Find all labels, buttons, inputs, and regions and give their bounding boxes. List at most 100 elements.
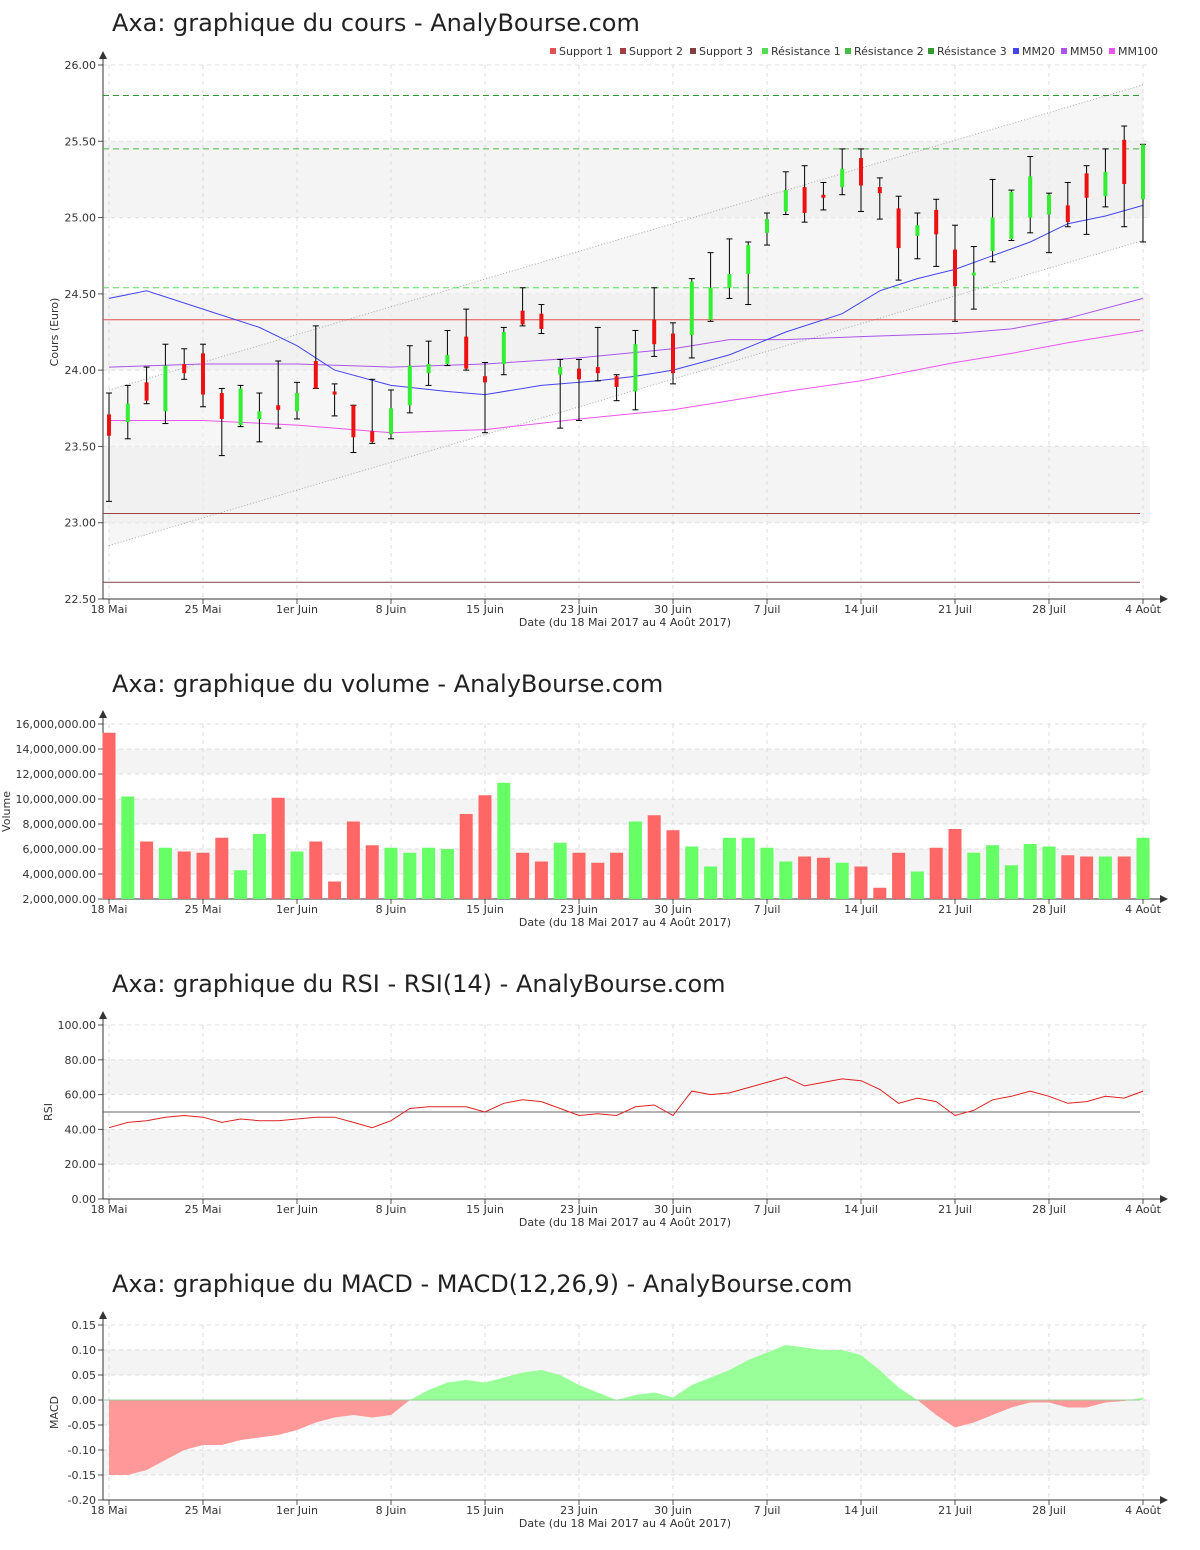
candle-up — [765, 219, 769, 233]
rsi-xtick-label: 8 Juin — [376, 1203, 407, 1216]
macd-chart-panel: Axa: graphique du MACD - MACD(12,26,9) -… — [0, 1260, 1200, 1545]
volume-bar-down — [365, 845, 379, 899]
volume-bar-down — [516, 852, 530, 899]
macd-xlabel: Date (du 18 Mai 2017 au 4 Août 2017) — [519, 1517, 731, 1530]
volume-ytick-label: 6,000,000.00 — [23, 843, 96, 856]
volume-bar-up — [1023, 844, 1037, 899]
volume-bar-down — [1080, 856, 1094, 899]
candle-down — [520, 310, 525, 325]
volume-bar-down — [1061, 855, 1075, 899]
macd-xtick-label: 8 Juin — [376, 1504, 407, 1517]
macd-xtick-label: 1er Juin — [276, 1504, 318, 1517]
volume-bar-down — [948, 829, 962, 899]
rsi-line — [108, 1076, 1144, 1129]
candle-up — [1047, 194, 1051, 215]
candle-up — [1009, 191, 1014, 239]
volume-bar-down — [816, 857, 830, 899]
candle-up — [746, 245, 751, 275]
volume-bar-up — [1136, 837, 1150, 899]
candle-down — [577, 368, 581, 380]
legend-label: Résistance 2 — [854, 45, 924, 58]
price-ytick-label: 24.50 — [65, 288, 97, 301]
price-xtick-label: 15 Juin — [466, 603, 504, 616]
legend-label: MM20 — [1022, 45, 1055, 58]
volume-ytick-label: 2,000,000.00 — [23, 893, 96, 906]
volume-bar-up — [1098, 856, 1112, 899]
price-ytick-label: 25.00 — [65, 212, 97, 225]
candle-up — [1028, 176, 1033, 218]
volume-bar-up — [384, 847, 398, 899]
rsi-ytick-label: 40.00 — [65, 1123, 97, 1136]
volume-ytick-label: 4,000,000.00 — [23, 868, 96, 881]
volume-chart-panel: Axa: graphique du volume - AnalyBourse.c… — [0, 660, 1200, 940]
legend-label: Support 2 — [629, 45, 683, 58]
candle-up — [633, 344, 638, 392]
candle-up — [971, 272, 976, 276]
volume-bar-up — [290, 851, 304, 899]
macd-xtick-label: 14 Juil — [844, 1504, 878, 1517]
price-xlabel: Date (du 18 Mai 2017 au 4 Août 2017) — [519, 616, 731, 629]
legend-swatch — [762, 48, 768, 54]
candle-down — [614, 376, 619, 387]
volume-bar-up — [553, 842, 567, 899]
candle-down — [934, 209, 939, 235]
candle-down — [483, 376, 487, 383]
volume-bar-up — [779, 861, 793, 899]
macd-negative-area — [109, 1400, 1143, 1475]
volume-ytick-label: 16,000,000.00 — [16, 718, 96, 731]
candle-down — [821, 194, 826, 198]
price-xtick-label: 8 Juin — [376, 603, 407, 616]
legend-label: Résistance 1 — [771, 45, 841, 58]
volume-bar-down — [591, 862, 605, 899]
macd-ytick-label: -0.05 — [68, 1419, 96, 1432]
legend-swatch — [1013, 48, 1019, 54]
rsi-xtick-label: 25 Mai — [185, 1203, 222, 1216]
rsi-chart-title: Axa: graphique du RSI - RSI(14) - AnalyB… — [112, 970, 726, 998]
volume-y-axis-arrow — [99, 710, 107, 718]
volume-bar-up — [741, 837, 755, 899]
volume-xlabel: Date (du 18 Mai 2017 au 4 Août 2017) — [519, 916, 731, 929]
volume-xtick-label: 25 Mai — [185, 903, 222, 916]
price-ylabel: Cours (Euro) — [48, 298, 61, 367]
volume-bar-up — [910, 871, 924, 899]
candle-down — [351, 405, 356, 438]
candle-up — [389, 408, 393, 435]
macd-ytick-label: -0.20 — [68, 1494, 96, 1507]
volume-chart-title: Axa: graphique du volume - AnalyBourse.c… — [112, 670, 664, 698]
candle-up — [163, 365, 168, 412]
rsi-xtick-label: 30 Juin — [654, 1203, 692, 1216]
volume-bar-up — [1004, 865, 1018, 899]
legend-swatch — [1109, 48, 1115, 54]
rsi-ytick-label: 60.00 — [65, 1089, 97, 1102]
macd-xtick-label: 23 Juin — [560, 1504, 598, 1517]
volume-bar-up — [158, 847, 172, 899]
candle-up — [558, 367, 563, 375]
price-xtick-label: 14 Juil — [844, 603, 878, 616]
volume-xtick-label: 1er Juin — [276, 903, 318, 916]
volume-ylabel: Volume — [0, 791, 13, 832]
volume-bar-down — [328, 881, 342, 899]
candle-up — [501, 332, 506, 365]
price-xtick-label: 4 Août — [1125, 603, 1162, 616]
legend-swatch — [620, 48, 626, 54]
legend-label: Support 1 — [559, 45, 613, 58]
volume-xtick-label: 14 Juil — [844, 903, 878, 916]
legend-swatch — [928, 48, 934, 54]
volume-bar-down — [271, 797, 285, 899]
volume-bar-up — [967, 852, 981, 899]
volume-bar-down — [459, 814, 473, 899]
volume-xtick-label: 21 Juil — [938, 903, 972, 916]
legend-label: Résistance 3 — [937, 45, 1007, 58]
candle-down — [201, 353, 205, 395]
rsi-xtick-label: 4 Août — [1125, 1203, 1162, 1216]
rsi-xtick-label: 21 Juil — [938, 1203, 972, 1216]
volume-bar-down — [196, 852, 210, 899]
rsi-band — [103, 1129, 1150, 1165]
rsi-xtick-label: 15 Juin — [466, 1203, 504, 1216]
volume-bar-up — [121, 796, 135, 899]
volume-bar-down — [140, 841, 154, 899]
rsi-ylabel: RSI — [42, 1103, 55, 1121]
candle-up — [238, 388, 243, 426]
volume-bar-down — [610, 852, 624, 899]
candle-up — [426, 364, 431, 374]
